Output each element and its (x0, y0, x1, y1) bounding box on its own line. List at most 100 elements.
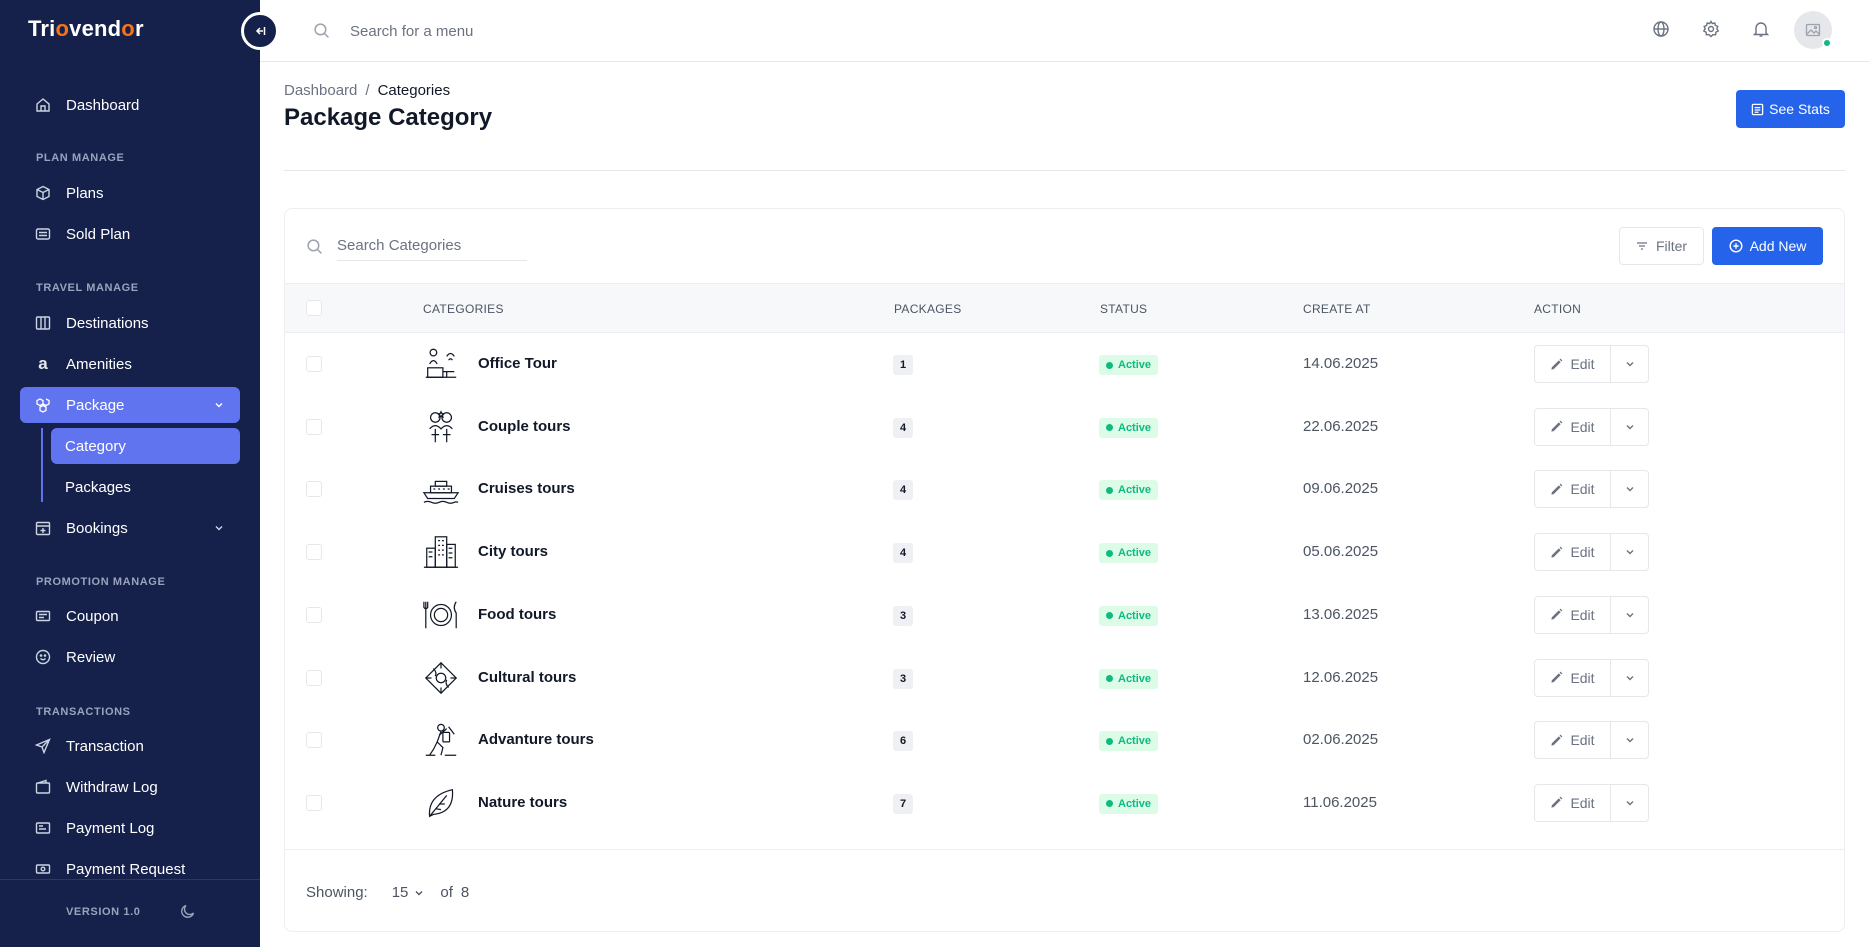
status-label: Active (1118, 359, 1152, 371)
row-checkbox[interactable] (306, 669, 322, 686)
column-header-status[interactable]: STATUS (1100, 302, 1148, 316)
row-checkbox[interactable] (306, 418, 322, 435)
sidebar-item-bookings[interactable]: Bookings (20, 510, 240, 546)
sidebar-item-review[interactable]: Review (20, 639, 240, 675)
row-checkbox[interactable] (306, 794, 322, 811)
select-all-checkbox[interactable] (306, 300, 322, 316)
package-count-badge: 4 (893, 417, 913, 438)
sidebar-item-destinations[interactable]: Destinations (20, 305, 240, 341)
created-date: 14.06.2025 (1303, 355, 1379, 372)
filter-button[interactable]: Filter (1619, 227, 1704, 265)
per-page-select[interactable]: 15 (392, 884, 425, 901)
row-checkbox[interactable] (306, 606, 322, 623)
leaf-icon (422, 784, 460, 822)
brand-logo[interactable]: Triovendor (28, 16, 144, 41)
chevron-down-icon (1625, 610, 1635, 620)
row-actions-dropdown-button[interactable] (1611, 533, 1649, 572)
avatar[interactable] (1794, 11, 1832, 49)
breadcrumb-home-link[interactable]: Dashboard (284, 82, 358, 99)
sidebar-item-sold-plan[interactable]: Sold Plan (20, 216, 240, 252)
row-checkbox[interactable] (306, 732, 322, 749)
menu-search-input[interactable] (350, 18, 750, 44)
package-count-badge: 3 (893, 668, 913, 689)
category-name[interactable]: Office Tour (478, 355, 557, 372)
package-count-badge: 3 (893, 605, 913, 626)
column-header-categories[interactable]: CATEGORIES (423, 302, 504, 316)
of-label: of (440, 884, 453, 901)
couple-icon (422, 408, 460, 446)
pencil-icon (1550, 358, 1563, 371)
sidebar-collapse-button[interactable] (241, 12, 279, 50)
sidebar-item-label: Transaction (66, 737, 144, 755)
sidebar-item-label: Sold Plan (66, 225, 131, 243)
category-name[interactable]: Cultural tours (478, 668, 577, 686)
column-header-create-at[interactable]: CREATE AT (1303, 302, 1371, 316)
chevron-down-icon (1625, 735, 1635, 745)
sidebar-item-label: Withdraw Log (66, 778, 158, 796)
add-new-button[interactable]: Add New (1712, 227, 1823, 265)
see-stats-button[interactable]: See Stats (1736, 90, 1845, 128)
sidebar-item-category[interactable]: Category (51, 428, 240, 464)
ticket-icon (34, 607, 52, 625)
sidebar-item-withdraw-log[interactable]: Withdraw Log (20, 769, 240, 805)
sidebar-item-label: Bookings (66, 519, 128, 537)
edit-button[interactable]: Edit (1534, 595, 1611, 634)
column-header-packages[interactable]: PACKAGES (894, 302, 962, 316)
edit-button[interactable]: Edit (1534, 658, 1611, 697)
table-row: Cruises tours 4 Active 09.06.2025 Edit (285, 458, 1844, 520)
row-actions-dropdown-button[interactable] (1611, 345, 1649, 383)
edit-button[interactable]: Edit (1534, 470, 1611, 509)
edit-button[interactable]: Edit (1534, 407, 1611, 446)
moon-icon[interactable] (180, 903, 196, 924)
table-row: City tours 4 Active 05.06.2025 Edit (285, 521, 1844, 583)
sidebar-item-packages[interactable]: Packages (51, 469, 240, 505)
row-actions-dropdown-button[interactable] (1611, 783, 1649, 822)
amenities-icon: a (38, 354, 48, 373)
category-name[interactable]: Advanture tours (478, 731, 594, 749)
row-actions-dropdown-button[interactable] (1611, 407, 1649, 446)
receipt-icon (34, 819, 52, 837)
edit-button[interactable]: Edit (1534, 345, 1611, 383)
columns-icon (34, 314, 52, 332)
section-label-travel: TRAVEL MANAGE (36, 282, 139, 294)
category-search-input[interactable] (337, 231, 527, 261)
edit-button[interactable]: Edit (1534, 533, 1611, 572)
send-icon (34, 737, 52, 755)
status-badge: Active (1099, 605, 1159, 626)
sidebar-item-transaction[interactable]: Transaction (20, 728, 240, 764)
bell-icon[interactable] (1752, 20, 1770, 43)
row-actions: Edit (1534, 658, 1649, 697)
row-actions-dropdown-button[interactable] (1611, 470, 1649, 509)
gear-icon[interactable] (1702, 20, 1720, 43)
row-actions-dropdown-button[interactable] (1611, 721, 1649, 760)
sidebar-item-package[interactable]: Package (20, 387, 240, 423)
status-dot (1106, 424, 1113, 432)
category-name[interactable]: Nature tours (478, 793, 568, 811)
edit-button[interactable]: Edit (1534, 783, 1611, 822)
category-name[interactable]: Couple tours (478, 417, 571, 435)
row-checkbox[interactable] (306, 481, 322, 498)
sidebar-item-coupon[interactable]: Coupon (20, 598, 240, 634)
sidebar-item-payment-request[interactable]: Payment Request (20, 851, 240, 887)
row-actions: Edit (1534, 783, 1649, 822)
ship-icon (422, 470, 460, 508)
row-actions-dropdown-button[interactable] (1611, 595, 1649, 634)
card-icon (34, 225, 52, 243)
edit-button[interactable]: Edit (1534, 721, 1611, 760)
online-status-dot (1822, 38, 1832, 48)
row-actions-dropdown-button[interactable] (1611, 658, 1649, 697)
created-date: 11.06.2025 (1303, 793, 1377, 811)
category-name[interactable]: City tours (478, 543, 549, 561)
culture-icon (422, 659, 460, 697)
package-count-badge: 4 (893, 480, 913, 501)
sidebar-item-plans[interactable]: Plans (20, 175, 240, 211)
row-checkbox[interactable] (306, 544, 322, 561)
row-checkbox[interactable] (306, 356, 322, 372)
sidebar-item-label: Dashboard (66, 96, 140, 114)
globe-icon[interactable] (1652, 20, 1670, 43)
category-name[interactable]: Cruises tours (478, 480, 575, 498)
sidebar-item-dashboard[interactable]: Dashboard (20, 87, 240, 123)
sidebar-item-amenities[interactable]: a Amenities (20, 346, 240, 382)
category-name[interactable]: Food tours (478, 605, 557, 623)
sidebar-item-payment-log[interactable]: Payment Log (20, 810, 240, 846)
